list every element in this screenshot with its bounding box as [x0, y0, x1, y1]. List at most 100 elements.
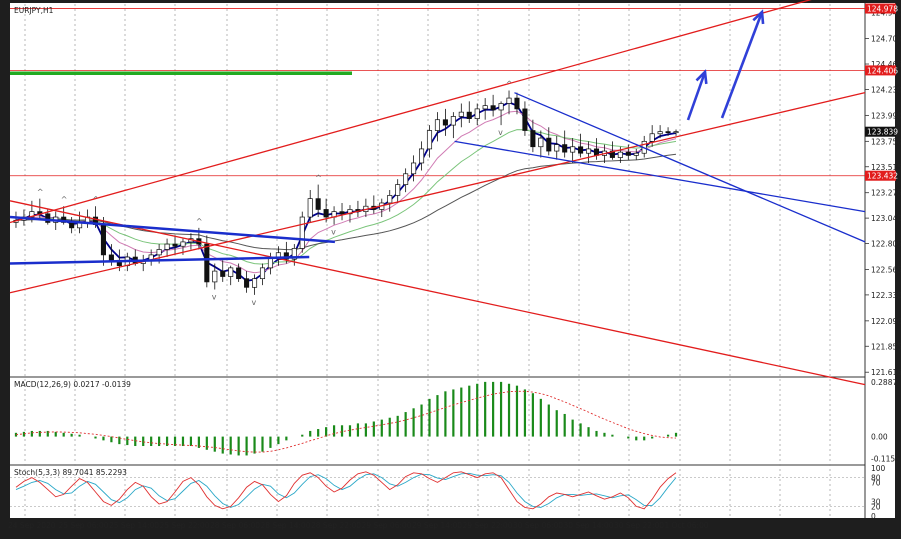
price-tags: 124.978 124.406 123.839 123.432: [865, 3, 898, 181]
symbol-label: EURJPY,H1: [14, 6, 54, 15]
price-axis: 124.940124.700124.465124.230123.990123.7…: [865, 9, 901, 377]
candle-bullish: [252, 278, 258, 288]
candle-bearish: [100, 224, 106, 256]
candle-bearish: [609, 150, 615, 158]
candle-bearish: [522, 108, 528, 131]
candle-bullish: [633, 152, 639, 156]
time-axis-label: 29 Sep 14:00: [412, 521, 462, 530]
candle-bullish: [434, 119, 440, 131]
candle-bearish: [69, 222, 75, 229]
candle-bullish: [228, 267, 234, 277]
time-axis-label: 30 Sep 06:00: [513, 521, 563, 530]
blue-arrow-long-head: [752, 9, 765, 25]
blue-arrow-short: [686, 71, 707, 121]
ma-slow: [15, 129, 677, 265]
candle-bearish: [283, 252, 289, 260]
time-axis-label: 24 Sep 2020: [8, 521, 56, 530]
candle-bullish: [506, 97, 512, 104]
stoch-main-line: [15, 471, 677, 510]
candle-bullish: [291, 248, 297, 260]
candle-bullish: [474, 108, 480, 119]
price-axis-background: [865, 3, 895, 518]
price-tick-label: 124.230: [871, 85, 901, 94]
candle-bearish: [204, 243, 210, 283]
time-axis-label: 1 Oct 06:00: [665, 521, 709, 530]
stoch-axis-label: 20: [871, 502, 881, 511]
fractal-down: v: [331, 228, 336, 237]
candle-bullish: [570, 146, 576, 153]
candle-bearish: [490, 105, 496, 111]
stoch-axis-label: 0: [871, 512, 876, 521]
price-tick-label: 122.330: [871, 291, 901, 300]
candle-bearish: [466, 111, 472, 119]
candle-bearish: [442, 119, 448, 126]
candle-bullish: [657, 131, 663, 135]
candle-bearish: [220, 270, 226, 277]
candle-bullish: [554, 144, 560, 152]
fractal-down: v: [212, 292, 217, 301]
blue-support-1: [9, 255, 310, 265]
macd-axis-label: 0.00: [871, 433, 888, 442]
blue-wedge-upper: [514, 92, 866, 243]
fractal-up: ^: [93, 195, 100, 204]
price-tick-label: 123.515: [871, 163, 901, 172]
macd-legend: MACD(12,26,9) 0.0217 -0.0139: [14, 380, 131, 389]
candle-bullish: [649, 133, 655, 142]
time-axis-label: 28 Sep 14:00: [261, 521, 311, 530]
candle-bearish: [625, 151, 631, 156]
price-tick-label: 123.275: [871, 189, 901, 198]
candle-bullish: [617, 151, 623, 158]
candle-bearish: [45, 213, 51, 223]
fractal-up: ^: [37, 188, 44, 197]
candle-bearish: [514, 97, 520, 110]
time-axis-label: 29 Sep 06:00: [362, 521, 412, 530]
stochastic-legend: Stoch(5,3,3) 89.7041 85.2293: [14, 468, 127, 477]
trend-lines: [9, 0, 866, 386]
candle-bullish: [419, 148, 425, 164]
macd-axis-label: -0.1155: [871, 454, 900, 463]
macd-panel: 0.2887 0.00 -0.1155: [14, 378, 900, 463]
candle-bearish: [323, 209, 329, 218]
price-tick-label: 123.040: [871, 214, 901, 223]
price-tick-label: 122.805: [871, 240, 901, 249]
candle-bullish: [411, 162, 417, 175]
candle-bearish: [665, 131, 671, 134]
candlesticks: [13, 90, 679, 295]
stoch-axis-label: 80: [871, 474, 881, 483]
candle-bullish: [426, 130, 433, 150]
time-axis-label: 30 Sep 14:00: [564, 521, 614, 530]
price-tick-label: 124.465: [871, 60, 901, 69]
price-tick-label: 123.990: [871, 111, 901, 120]
stoch-axis-label: 70: [871, 478, 881, 487]
price-tag-label: 124.978: [867, 5, 898, 14]
price-tag-label: 123.432: [867, 172, 898, 181]
time-axis-label: 28 Sep 22:00: [311, 521, 361, 530]
candle-bullish: [180, 241, 186, 247]
candle-bullish: [259, 267, 266, 280]
candle-bullish: [450, 116, 456, 126]
price-tag-background: [865, 170, 896, 181]
fractal-up: ^: [196, 217, 203, 226]
candle-bearish: [108, 254, 114, 261]
price-tick-label: 122.090: [871, 317, 901, 326]
candle-bearish: [236, 267, 242, 280]
candle-bearish: [530, 130, 536, 148]
candle-bearish: [339, 211, 345, 215]
candle-bullish: [482, 105, 488, 110]
candle-bullish: [586, 148, 592, 154]
price-tag-background: [865, 126, 896, 137]
time-axis: 24 Sep 2020 25 Sep 06:00 25 Sep 14:00 25 Se…: [8, 521, 709, 530]
time-axis-label: 28 Sep 06:00: [210, 521, 260, 530]
fractal-down: v: [498, 128, 503, 137]
fractal-up: ^: [61, 195, 68, 204]
candle-bearish: [593, 148, 600, 156]
candle-bullish: [299, 216, 305, 249]
candle-bullish: [275, 252, 281, 258]
candle-bullish: [538, 137, 544, 148]
price-tick-label: 121.615: [871, 368, 901, 377]
price-tag-background: [865, 65, 896, 76]
red-channel-upper: [9, 0, 812, 224]
main-panel-overlays: [10, 8, 865, 177]
candle-bearish: [244, 278, 250, 288]
